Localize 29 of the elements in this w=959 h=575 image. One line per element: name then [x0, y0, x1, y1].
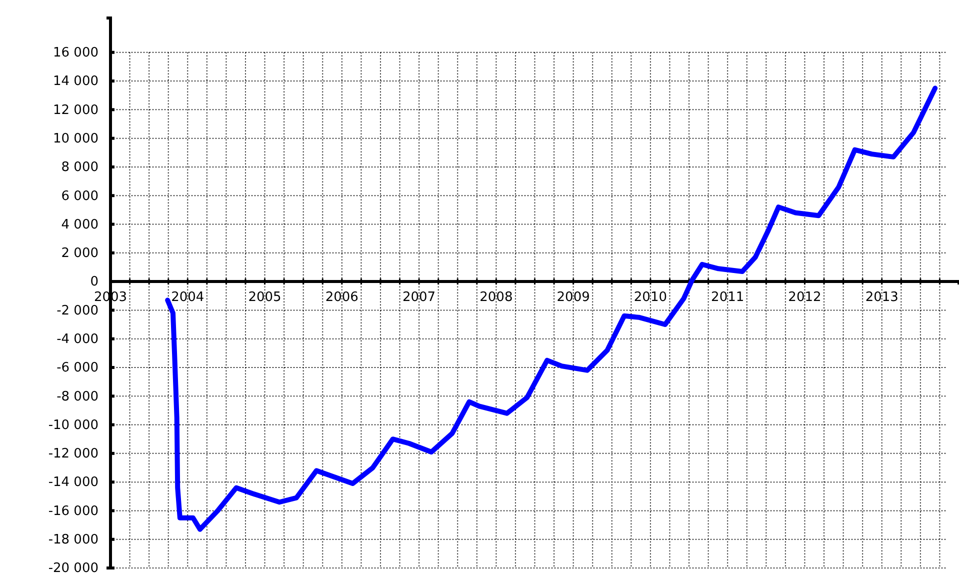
y-tick-label: -2 000	[56, 303, 98, 318]
y-tick-label: 10 000	[53, 131, 98, 146]
x-tick-label: 2007	[402, 290, 436, 305]
y-tick-label: -12 000	[48, 446, 98, 462]
x-tick-label: 2010	[634, 290, 667, 305]
y-tick-label: 4 000	[61, 217, 98, 232]
x-tick-label: 2011	[711, 290, 744, 305]
y-tick-label: 8 000	[61, 160, 98, 176]
y-tick-label: -18 000	[48, 532, 98, 548]
y-tick-label: -8 000	[56, 389, 98, 404]
y-tick-label: -4 000	[56, 332, 98, 347]
x-tick-label: 2012	[788, 290, 822, 305]
y-tick-label: -6 000	[56, 360, 98, 376]
y-tick-label: -16 000	[48, 504, 98, 519]
y-tick-label: 6 000	[61, 188, 98, 204]
x-tick-label: 2005	[248, 290, 282, 305]
y-tick-label: -20 000	[48, 561, 98, 575]
x-tick-label: 2004	[171, 290, 204, 305]
x-tick-label: 2006	[325, 290, 358, 305]
x-tick-label: 2009	[556, 290, 590, 305]
x-tick-label: 2008	[480, 290, 513, 305]
y-tick-label: -14 000	[48, 475, 98, 490]
y-tick-label: 12 000	[53, 102, 98, 118]
y-tick-label: -10 000	[48, 418, 98, 433]
y-tick-label: 16 000	[53, 46, 98, 61]
x-tick-label: 2013	[865, 290, 898, 305]
y-tick-label: 2 000	[61, 246, 98, 262]
y-tick-label: 14 000	[53, 74, 98, 90]
y-tick-label: 0	[90, 274, 98, 290]
